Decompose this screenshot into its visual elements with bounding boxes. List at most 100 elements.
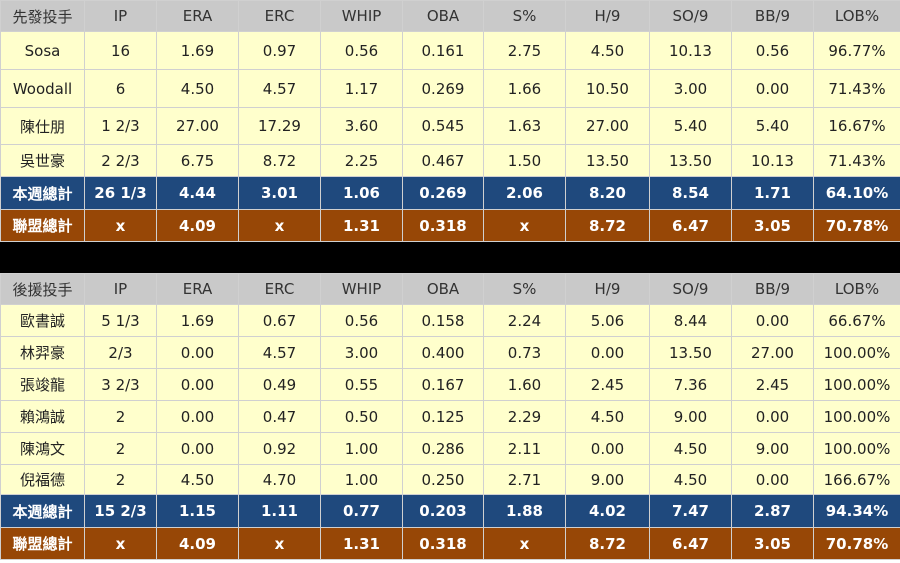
stat-h-per-9: 10.50 (565, 69, 650, 108)
stat-h-per-9: 0.00 (565, 336, 650, 369)
column-header-ip: IP (84, 0, 157, 32)
stat-lob-pct: 70.78% (813, 209, 900, 242)
stat-h-per-9: 4.02 (565, 494, 650, 528)
column-header-bb-per-9: BB/9 (731, 273, 814, 305)
weekly-total-row: 本週總計 15 2/3 1.15 1.11 0.77 0.203 1.88 4.02 7.47 2… (0, 494, 900, 528)
stat-s-pct: 1.66 (483, 69, 566, 108)
stat-s-pct: 0.73 (483, 336, 566, 369)
stat-oba: 0.203 (402, 494, 484, 528)
stat-erc: 4.57 (238, 336, 321, 369)
relievers-header-row: 後援投手 IP ERA ERC WHIP OBA S% H/9 SO/9 BB/9 LOB% (0, 273, 900, 305)
stat-lob-pct: 100.00% (813, 368, 900, 401)
column-header-whip: WHIP (320, 0, 403, 32)
stat-bb-per-9: 9.00 (731, 432, 814, 465)
stat-ip: 26 1/3 (84, 176, 157, 210)
league-total-row: 聯盟總計 x 4.09 x 1.31 0.318 x 8.72 6.47 3.05 70.78% (0, 209, 900, 242)
stat-whip: 2.25 (320, 144, 403, 177)
stat-whip: 1.31 (320, 209, 403, 242)
stat-erc: 1.11 (238, 494, 321, 528)
stat-ip: x (84, 527, 157, 560)
stat-era: 4.44 (156, 176, 239, 210)
stat-whip: 1.00 (320, 432, 403, 465)
stat-s-pct: 2.24 (483, 304, 566, 337)
column-header-oba: OBA (402, 273, 484, 305)
stat-s-pct: 1.60 (483, 368, 566, 401)
stat-era: 0.00 (156, 432, 239, 465)
stat-ip: 16 (84, 31, 157, 70)
stat-oba: 0.318 (402, 527, 484, 560)
stat-oba: 0.250 (402, 464, 484, 495)
stat-bb-per-9: 10.13 (731, 144, 814, 177)
column-header-era: ERA (156, 0, 239, 32)
stat-h-per-9: 9.00 (565, 464, 650, 495)
column-header-whip: WHIP (320, 273, 403, 305)
stat-h-per-9: 5.06 (565, 304, 650, 337)
section-divider (0, 242, 900, 273)
table-row: 倪福德 2 4.50 4.70 1.00 0.250 2.71 9.00 4.50 0.00 166… (0, 464, 900, 495)
stat-oba: 0.269 (402, 69, 484, 108)
stat-h-per-9: 4.50 (565, 400, 650, 433)
pitcher-name: 賴鴻誠 (0, 400, 85, 433)
table-row: Woodall 6 4.50 4.57 1.17 0.269 1.66 10.50 3.00 0.… (0, 69, 900, 108)
relievers-table: 後援投手 IP ERA ERC WHIP OBA S% H/9 SO/9 BB/9 LOB% 歐書誠 5… (0, 273, 900, 560)
stat-s-pct: 1.88 (483, 494, 566, 528)
stat-erc: 4.70 (238, 464, 321, 495)
column-header-h-per-9: H/9 (565, 273, 650, 305)
stat-era: 0.00 (156, 400, 239, 433)
stat-lob-pct: 71.43% (813, 144, 900, 177)
stat-bb-per-9: 3.05 (731, 527, 814, 560)
stat-so-per-9: 6.47 (649, 527, 732, 560)
stat-whip: 0.77 (320, 494, 403, 528)
pitcher-name: 吳世豪 (0, 144, 85, 177)
stat-era: 4.09 (156, 527, 239, 560)
stat-ip: x (84, 209, 157, 242)
stat-erc: x (238, 527, 321, 560)
league-total-row-label: 聯盟總計 (0, 209, 85, 242)
stat-erc: 0.47 (238, 400, 321, 433)
pitcher-name: Woodall (0, 69, 85, 108)
stat-so-per-9: 8.54 (649, 176, 732, 210)
column-header-lob-pct: LOB% (813, 0, 900, 32)
stat-ip: 2 (84, 400, 157, 433)
section-title: 先發投手 (0, 0, 85, 32)
stat-lob-pct: 71.43% (813, 69, 900, 108)
column-header-s-pct: S% (483, 0, 566, 32)
stat-bb-per-9: 27.00 (731, 336, 814, 369)
section-title: 後援投手 (0, 273, 85, 305)
stat-h-per-9: 8.20 (565, 176, 650, 210)
stat-lob-pct: 166.67% (813, 464, 900, 495)
stat-whip: 1.31 (320, 527, 403, 560)
stat-ip: 6 (84, 69, 157, 108)
stat-oba: 0.167 (402, 368, 484, 401)
stat-s-pct: 2.06 (483, 176, 566, 210)
stat-oba: 0.161 (402, 31, 484, 70)
weekly-total-row-label: 本週總計 (0, 494, 85, 528)
stat-erc: x (238, 209, 321, 242)
table-row: 吳世豪 2 2/3 6.75 8.72 2.25 0.467 1.50 13.50 13.50 1… (0, 144, 900, 177)
stat-whip: 1.06 (320, 176, 403, 210)
stat-oba: 0.125 (402, 400, 484, 433)
stat-h-per-9: 27.00 (565, 107, 650, 145)
stat-whip: 0.55 (320, 368, 403, 401)
table-row: Sosa 16 1.69 0.97 0.56 0.161 2.75 4.50 10.13 0.56… (0, 31, 900, 70)
stat-so-per-9: 13.50 (649, 144, 732, 177)
stat-oba: 0.286 (402, 432, 484, 465)
stat-erc: 17.29 (238, 107, 321, 145)
stat-ip: 2 (84, 464, 157, 495)
pitcher-name: Sosa (0, 31, 85, 70)
column-header-so-per-9: SO/9 (649, 273, 732, 305)
stat-so-per-9: 4.50 (649, 432, 732, 465)
stat-bb-per-9: 3.05 (731, 209, 814, 242)
league-total-row-label: 聯盟總計 (0, 527, 85, 560)
stat-whip: 1.00 (320, 464, 403, 495)
pitcher-name: 張竣龍 (0, 368, 85, 401)
stat-s-pct: 1.63 (483, 107, 566, 145)
column-header-so-per-9: SO/9 (649, 0, 732, 32)
stat-erc: 0.92 (238, 432, 321, 465)
stat-s-pct: 2.75 (483, 31, 566, 70)
stat-lob-pct: 66.67% (813, 304, 900, 337)
stat-bb-per-9: 2.45 (731, 368, 814, 401)
league-total-row: 聯盟總計 x 4.09 x 1.31 0.318 x 8.72 6.47 3.05 70.78% (0, 527, 900, 560)
weekly-total-row-label: 本週總計 (0, 176, 85, 210)
stat-ip: 1 2/3 (84, 107, 157, 145)
